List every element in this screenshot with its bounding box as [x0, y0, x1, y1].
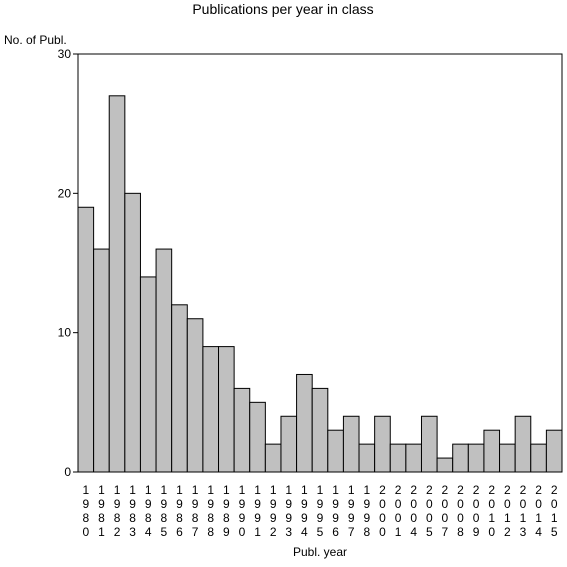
bar-1988	[202, 346, 220, 473]
bar-1997	[342, 415, 360, 473]
bar-2000	[374, 415, 391, 473]
bar-1985	[155, 248, 173, 473]
bar-2013	[514, 415, 532, 473]
x-axis-label: Publ. year	[293, 545, 347, 559]
y-tick-label: 30	[58, 47, 72, 61]
bar-1982	[108, 95, 126, 473]
bar-1986	[171, 304, 188, 473]
bar-1994	[296, 373, 313, 473]
bar-2015	[545, 429, 563, 473]
y-tick-label: 0	[64, 465, 71, 479]
bar-1981	[93, 248, 110, 473]
bar-1984	[139, 276, 157, 473]
y-tick-label: 20	[58, 186, 72, 200]
bar-2014	[530, 443, 547, 473]
bar-2001	[389, 443, 407, 473]
bar-1998	[358, 443, 376, 473]
y-tick-label: 10	[58, 326, 72, 340]
bar-1995	[311, 387, 329, 473]
bar-1980	[77, 206, 95, 473]
x-tick-labels: 1 9 8 0 1 9 8 1 1 9 8 2 1 9 8 3 1 9 8 4 1 9 8 5 1 9 8 6 1 9 8 7 1 9 8 8 1 9 8 9…	[82, 483, 557, 539]
bar-1991	[249, 401, 266, 473]
bar-1989	[218, 346, 235, 473]
bars-group	[77, 95, 563, 473]
bar-2008	[452, 443, 469, 473]
chart-title: Publications per year in class	[192, 1, 373, 17]
bar-2005	[420, 415, 438, 473]
bar-2004	[405, 443, 422, 473]
bar-1996	[327, 429, 344, 473]
bar-1992	[264, 443, 282, 473]
bar-2007	[436, 457, 454, 473]
bar-2010	[483, 429, 501, 473]
y-axis-label: No. of Publ.	[4, 33, 67, 47]
bar-1983	[124, 192, 141, 473]
bar-2012	[499, 443, 516, 473]
bar-1990	[233, 387, 251, 473]
y-axis: 0 10 20 30	[58, 47, 78, 479]
bar-1987	[186, 318, 204, 473]
bar-1993	[280, 415, 298, 473]
bar-2009	[467, 443, 485, 473]
